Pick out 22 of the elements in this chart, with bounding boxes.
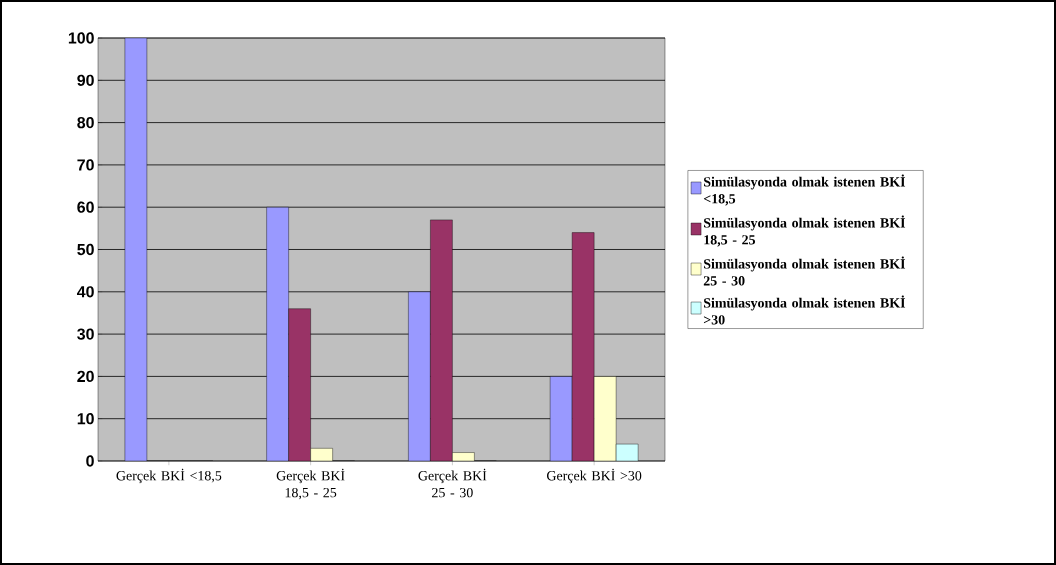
y-tick-label: 50 xyxy=(77,243,94,256)
y-tick-label: 80 xyxy=(77,116,94,129)
y-tick-label: 100 xyxy=(68,32,94,44)
x-tick-label: Gerçek BKİ <18,5 xyxy=(116,468,222,484)
x-tick-label: Gerçek BKİ 25 - 30 xyxy=(418,468,487,498)
y-tick-label: 30 xyxy=(77,328,94,340)
legend-label: Simülasyonda olmak istenen BKİ 25 - 30 xyxy=(703,256,906,286)
legend-label: Simülasyonda olmak istenen BKİ <18,5 xyxy=(703,174,906,206)
legend-label: Simülasyonda olmak istenen BKİ >30 xyxy=(703,295,906,325)
y-tick-label: 20 xyxy=(77,370,94,383)
x-tick-label: Gerçek BKİ >30 xyxy=(547,468,642,484)
y-tick-label: 90 xyxy=(77,74,94,86)
bar xyxy=(430,219,453,461)
legend-label: Simülasyonda olmak istenen BKİ 18,5 - 25 xyxy=(704,215,906,247)
x-tick-label: Gerçek BKİ 18,5 - 25 xyxy=(276,468,345,500)
bar xyxy=(571,232,595,461)
y-tick-label: 0 xyxy=(86,455,94,467)
y-tick-label: 10 xyxy=(77,413,94,425)
y-tick-label: 70 xyxy=(77,159,94,171)
y-tick-label: 40 xyxy=(76,286,94,298)
y-tick-label: 60 xyxy=(77,201,94,213)
bar xyxy=(288,308,311,461)
